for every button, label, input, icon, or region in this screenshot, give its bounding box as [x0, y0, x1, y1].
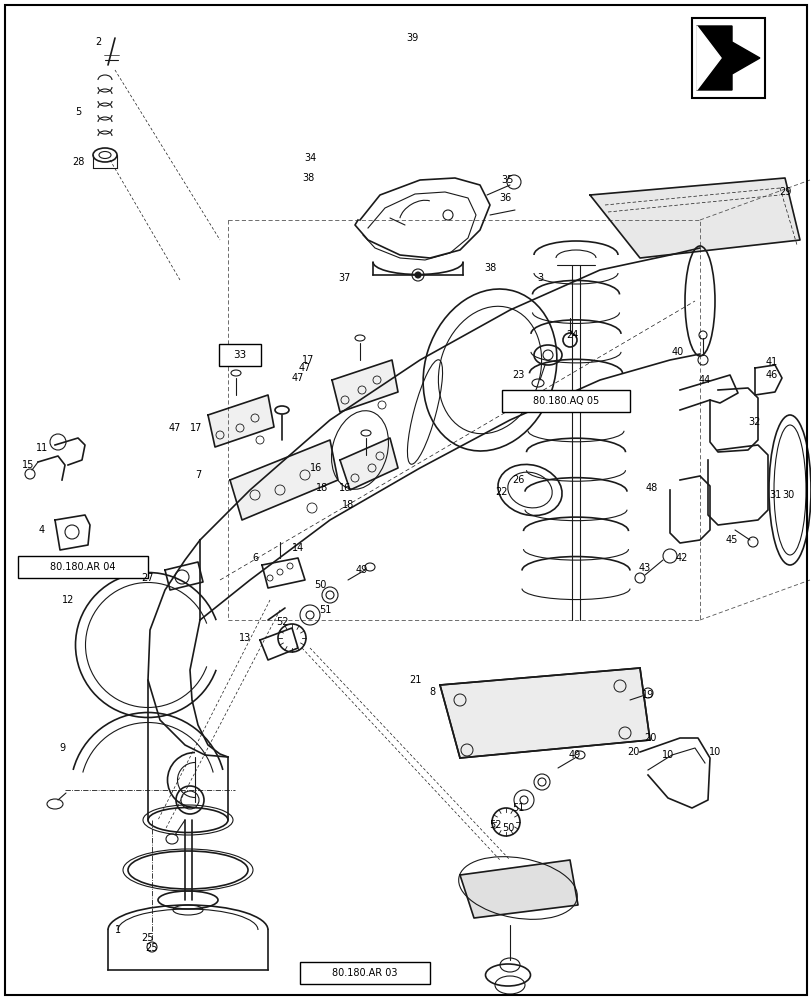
Text: 52: 52 [276, 617, 288, 627]
Text: 46: 46 [765, 370, 777, 380]
Text: 19: 19 [641, 690, 654, 700]
Text: 17: 17 [190, 423, 202, 433]
Text: 42: 42 [675, 553, 688, 563]
Text: 10: 10 [708, 747, 720, 757]
Text: 6: 6 [251, 553, 258, 563]
Text: 7: 7 [195, 470, 201, 480]
Text: 35: 35 [501, 175, 513, 185]
Text: 4: 4 [39, 525, 45, 535]
Bar [691, 18, 764, 98]
Circle shape [543, 350, 552, 360]
Text: 37: 37 [338, 273, 350, 283]
Text: 24: 24 [565, 330, 577, 340]
Text: 80.180.AQ 05: 80.180.AQ 05 [532, 396, 599, 406]
Polygon shape [696, 26, 720, 90]
Text: 27: 27 [142, 573, 154, 583]
Text: 21: 21 [408, 675, 421, 685]
Text: 23: 23 [511, 370, 524, 380]
Text: 45: 45 [725, 535, 737, 545]
Text: 32: 32 [748, 417, 760, 427]
Text: 12: 12 [62, 595, 74, 605]
Text: 28: 28 [71, 157, 84, 167]
Text: 47: 47 [291, 373, 304, 383]
Text: 25: 25 [145, 943, 158, 953]
Text: 20: 20 [626, 747, 638, 757]
Text: 15: 15 [22, 460, 34, 470]
Text: 49: 49 [569, 750, 581, 760]
Text: 50: 50 [501, 823, 513, 833]
Bar [18, 556, 148, 578]
Text: 38: 38 [483, 263, 496, 273]
Text: 80.180.AR 03: 80.180.AR 03 [332, 968, 397, 978]
Text: 39: 39 [406, 33, 418, 43]
Text: 51: 51 [319, 605, 331, 615]
Text: 18: 18 [315, 483, 328, 493]
Text: 2: 2 [95, 37, 101, 47]
Text: 5: 5 [75, 107, 81, 117]
Polygon shape [230, 440, 337, 520]
Text: 22: 22 [496, 487, 508, 497]
Text: 14: 14 [291, 543, 304, 553]
Text: 48: 48 [645, 483, 657, 493]
Text: 18: 18 [341, 500, 354, 510]
Polygon shape [460, 860, 577, 918]
Text: 26: 26 [511, 475, 524, 485]
Text: 52: 52 [488, 820, 500, 830]
Circle shape [414, 272, 420, 278]
Text: 50: 50 [313, 580, 326, 590]
Text: 20: 20 [643, 733, 655, 743]
Bar [501, 390, 629, 412]
Text: 38: 38 [302, 173, 314, 183]
Text: 31: 31 [768, 490, 780, 500]
Text: 3: 3 [536, 273, 543, 283]
Text: 1: 1 [115, 925, 121, 935]
Polygon shape [440, 668, 649, 758]
Text: 13: 13 [238, 633, 251, 643]
Text: 47: 47 [169, 423, 181, 433]
Text: 11: 11 [36, 443, 48, 453]
Text: 9: 9 [59, 743, 65, 753]
Bar [219, 344, 260, 366]
Text: 29: 29 [778, 187, 790, 197]
Text: 34: 34 [303, 153, 315, 163]
Text: 49: 49 [355, 565, 367, 575]
Text: 43: 43 [638, 563, 650, 573]
Text: 44: 44 [698, 375, 710, 385]
Text: 10: 10 [661, 750, 673, 760]
Text: 16: 16 [310, 463, 322, 473]
Text: 80.180.AR 04: 80.180.AR 04 [50, 562, 116, 572]
Text: 33: 33 [233, 350, 247, 360]
Text: 8: 8 [428, 687, 435, 697]
Text: 30: 30 [781, 490, 793, 500]
Text: 41: 41 [765, 357, 777, 367]
Text: 40: 40 [671, 347, 684, 357]
Polygon shape [208, 395, 273, 447]
Text: 51: 51 [511, 803, 524, 813]
Text: 16: 16 [338, 483, 350, 493]
Polygon shape [340, 438, 397, 490]
Text: 17: 17 [302, 355, 314, 365]
Text: 47: 47 [298, 363, 311, 373]
Polygon shape [590, 178, 799, 258]
Polygon shape [332, 360, 397, 412]
Bar [299, 962, 430, 984]
Text: 25: 25 [142, 933, 154, 943]
Polygon shape [696, 26, 759, 90]
Text: 36: 36 [498, 193, 510, 203]
